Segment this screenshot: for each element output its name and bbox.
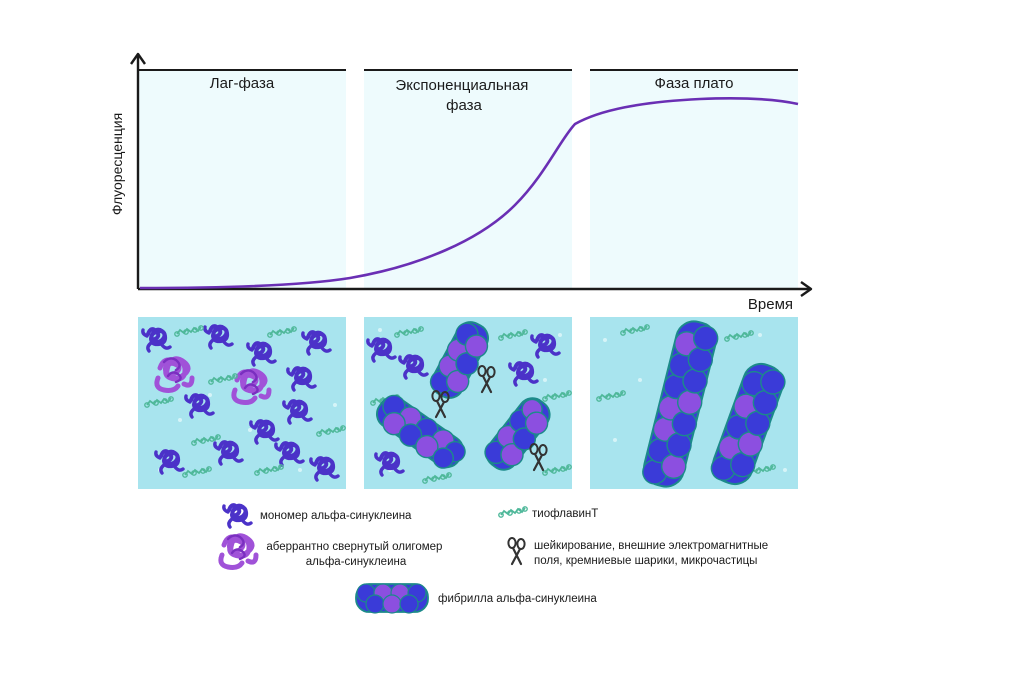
legend-fibril-label: фибрилла альфа-синуклеина	[438, 593, 597, 605]
legend: мономер альфа-синуклеина аберрантно свер…	[221, 503, 771, 614]
lag-phase-panel	[138, 317, 347, 489]
plateau-phase-region	[590, 70, 798, 288]
fragmentation-scissors-icon	[507, 536, 526, 566]
plateau-phase-panel	[590, 317, 798, 489]
x-axis-label: Время	[748, 296, 793, 313]
legend-monomer-label: мономер альфа-синуклеина	[260, 510, 412, 522]
fibril-fragment	[376, 394, 466, 469]
fibril-fragment	[429, 321, 489, 399]
misfolded-oligomer-icon	[221, 535, 256, 567]
plateau-phase-label: Фаза плато	[655, 75, 734, 92]
coiled-protein-monomer-icon	[221, 503, 253, 529]
axes	[130, 52, 813, 297]
thioflavin-t-molecule-icon	[497, 505, 529, 519]
fibril-fragment	[484, 397, 551, 471]
legend-factors-label: шейкирование, внешние электромагнитные п…	[534, 540, 771, 567]
exponential-phase-panel	[364, 317, 573, 489]
y-axis-label: Флуоресценция	[109, 113, 125, 215]
amyloid-fibril-icon	[355, 583, 429, 614]
lag-phase-region	[138, 70, 346, 288]
legend-thioflavin-label: тиофлавинТ	[532, 508, 598, 520]
legend-oligomer-label: аберрантно свернутый олигомер альфа-сину…	[266, 541, 445, 568]
fluorescence-curve	[139, 97, 799, 290]
fibril	[710, 362, 786, 486]
exponential-phase-label: Экспоненциальная фаза	[395, 77, 532, 114]
fibril	[642, 320, 719, 488]
lag-phase-label: Лаг-фаза	[210, 75, 275, 92]
